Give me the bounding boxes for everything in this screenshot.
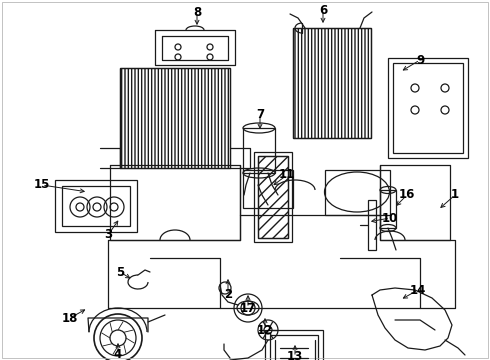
- Bar: [293, 28, 371, 138]
- Text: 11: 11: [279, 168, 295, 181]
- Bar: [325, 170, 390, 215]
- Bar: [293, 28, 371, 138]
- Text: 15: 15: [34, 179, 50, 192]
- Text: 10: 10: [382, 211, 398, 225]
- Bar: [254, 152, 292, 242]
- Text: 12: 12: [257, 324, 273, 337]
- Bar: [55, 180, 137, 232]
- Text: 8: 8: [193, 5, 201, 18]
- Text: 18: 18: [62, 311, 78, 324]
- Bar: [265, 330, 323, 360]
- Text: 7: 7: [256, 108, 264, 122]
- Bar: [270, 335, 318, 360]
- Text: 3: 3: [104, 229, 112, 242]
- Bar: [368, 200, 376, 250]
- Text: 6: 6: [319, 4, 327, 17]
- Text: 2: 2: [224, 288, 232, 302]
- Bar: [120, 68, 230, 168]
- Bar: [258, 156, 288, 238]
- Bar: [243, 170, 293, 208]
- Bar: [62, 186, 130, 226]
- Bar: [388, 58, 468, 158]
- Text: 17: 17: [240, 302, 256, 315]
- Bar: [120, 68, 230, 168]
- Bar: [393, 63, 463, 153]
- Text: 4: 4: [114, 348, 122, 360]
- Text: 16: 16: [399, 189, 415, 202]
- Text: 9: 9: [416, 54, 424, 67]
- Bar: [380, 190, 396, 228]
- Text: 14: 14: [410, 284, 426, 297]
- Text: 1: 1: [451, 189, 459, 202]
- Text: 5: 5: [116, 266, 124, 279]
- Text: 13: 13: [287, 351, 303, 360]
- Bar: [258, 156, 288, 238]
- Bar: [243, 128, 275, 173]
